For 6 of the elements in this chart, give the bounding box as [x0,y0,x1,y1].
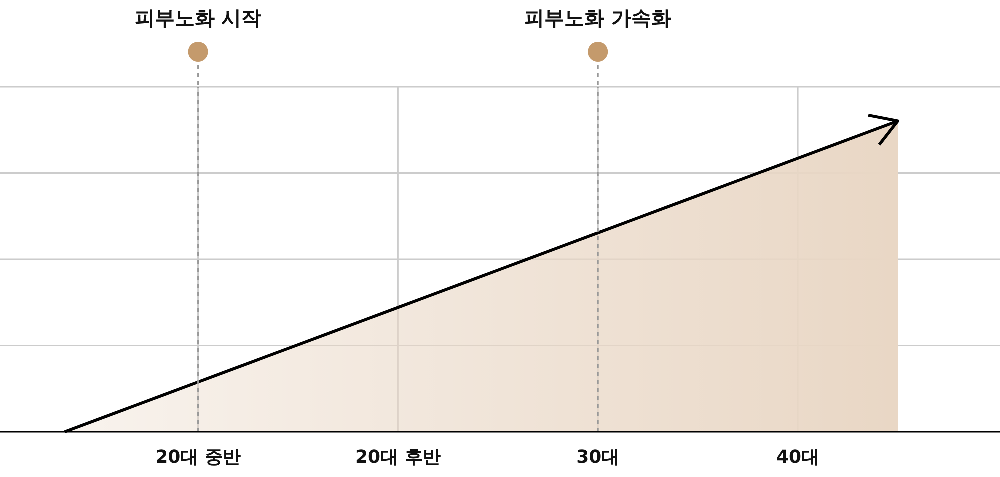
x-tick-label: 20대 중반 [156,446,241,468]
ref-line-label: 피부노화 시작 [134,6,262,30]
ref-line-label: 피부노화 가속화 [524,6,672,30]
x-tick-label: 30대 [576,446,620,468]
x-tick-label: 40대 [776,446,820,468]
x-tick-label: 20대 후반 [356,446,441,468]
